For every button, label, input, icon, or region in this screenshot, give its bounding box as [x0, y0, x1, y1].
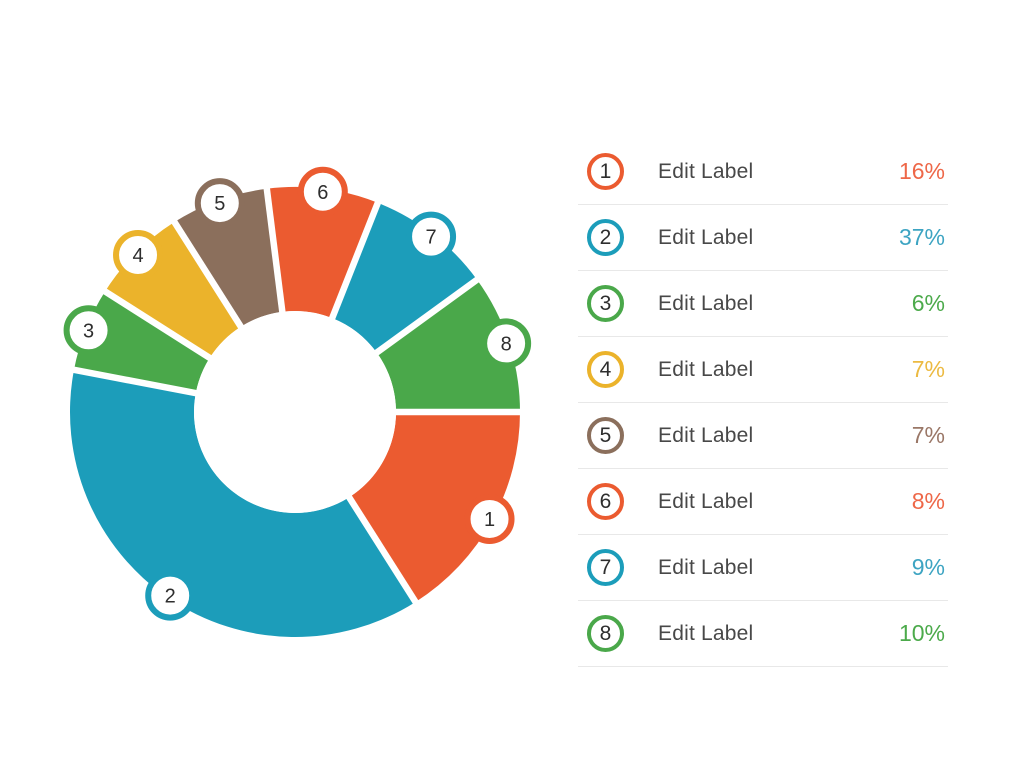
legend-badge-1: 1 [587, 153, 624, 190]
legend-value[interactable]: 6% [911, 290, 945, 316]
donut-hole [194, 311, 396, 513]
segment-gap [96, 284, 220, 366]
segment-gap [65, 365, 206, 398]
legend-badge-8: 8 [587, 615, 624, 652]
legend-value[interactable]: 8% [911, 488, 945, 514]
legend-badge-7: 7 [587, 549, 624, 586]
chart-segment-8[interactable] [376, 279, 520, 412]
segment-gap [325, 194, 384, 328]
segment-gap [262, 180, 287, 322]
chart-badge-8[interactable] [481, 318, 532, 369]
legend-row-4[interactable]: 4 Edit Label 7% [578, 337, 948, 403]
legend-badge-3: 3 [587, 285, 624, 322]
chart-badge-7[interactable] [406, 211, 457, 262]
legend-row-2[interactable]: 2 Edit Label 37% [578, 205, 948, 271]
legend-edit-label[interactable]: Edit Label [658, 423, 754, 447]
chart-badge-4[interactable] [113, 230, 164, 281]
legend-edit-label[interactable]: Edit Label [658, 159, 754, 183]
legend: 1 Edit Label 16% 2 Edit Label 37% 3 Edit Label 6… [578, 139, 948, 667]
legend-value[interactable]: 37% [898, 224, 945, 250]
chart-segment-7[interactable] [332, 202, 478, 353]
chart-badge-number: 1 [484, 509, 495, 531]
legend-badge-5: 5 [587, 417, 624, 454]
donut-chart: 1 2 3 4 5 6 7 8 [35, 152, 555, 672]
legend-row-6[interactable]: 6 Edit Label 8% [578, 469, 948, 535]
legend-badge-4: 4 [587, 351, 624, 388]
legend-badge-2: 2 [587, 219, 624, 256]
chart-badge-1[interactable] [464, 493, 515, 544]
chart-badge-2[interactable] [145, 570, 196, 621]
segment-gap [167, 213, 249, 337]
chart-badge-6[interactable] [297, 166, 348, 217]
legend-edit-label[interactable]: Edit Label [658, 489, 754, 513]
chart-badge-number: 3 [83, 320, 94, 342]
legend-row-8[interactable]: 8 Edit Label 10% [578, 601, 948, 667]
legend-value[interactable]: 9% [911, 554, 945, 580]
legend-value[interactable]: 10% [898, 620, 945, 646]
chart-badge-5[interactable] [194, 178, 245, 229]
legend-edit-label[interactable]: Edit Label [658, 621, 754, 645]
legend-edit-label[interactable]: Edit Label [658, 291, 754, 315]
chart-badge-number: 5 [214, 193, 225, 215]
legend-row-1[interactable]: 1 Edit Label 16% [578, 139, 948, 205]
legend-value[interactable]: 7% [911, 422, 945, 448]
legend-value[interactable]: 16% [898, 158, 945, 184]
chart-badge-number: 4 [132, 245, 143, 267]
chart-segment-6[interactable] [266, 187, 378, 319]
chart-badge-number: 2 [165, 586, 176, 608]
chart-badge-3[interactable] [63, 305, 114, 356]
donut-chart-svg: 1 2 3 4 5 6 7 8 [63, 166, 532, 638]
chart-segment-1[interactable] [349, 412, 520, 602]
legend-row-7[interactable]: 7 Edit Label 9% [578, 535, 948, 601]
chart-badge-number: 7 [426, 227, 437, 249]
segment-gap [367, 272, 486, 361]
chart-badge-number: 6 [317, 182, 328, 204]
chart-segment-5[interactable] [174, 188, 283, 327]
legend-row-3[interactable]: 3 Edit Label 6% [578, 271, 948, 337]
legend-row-5[interactable]: 5 Edit Label 7% [578, 403, 948, 469]
legend-edit-label[interactable]: Edit Label [658, 225, 754, 249]
segment-gap [341, 487, 423, 611]
legend-edit-label[interactable]: Edit Label [658, 555, 754, 579]
chart-segment-2[interactable] [69, 369, 416, 638]
chart-badge-number: 8 [501, 333, 512, 355]
legend-badge-6: 6 [587, 483, 624, 520]
legend-edit-label[interactable]: Edit Label [658, 357, 754, 381]
legend-value[interactable]: 7% [911, 356, 945, 382]
